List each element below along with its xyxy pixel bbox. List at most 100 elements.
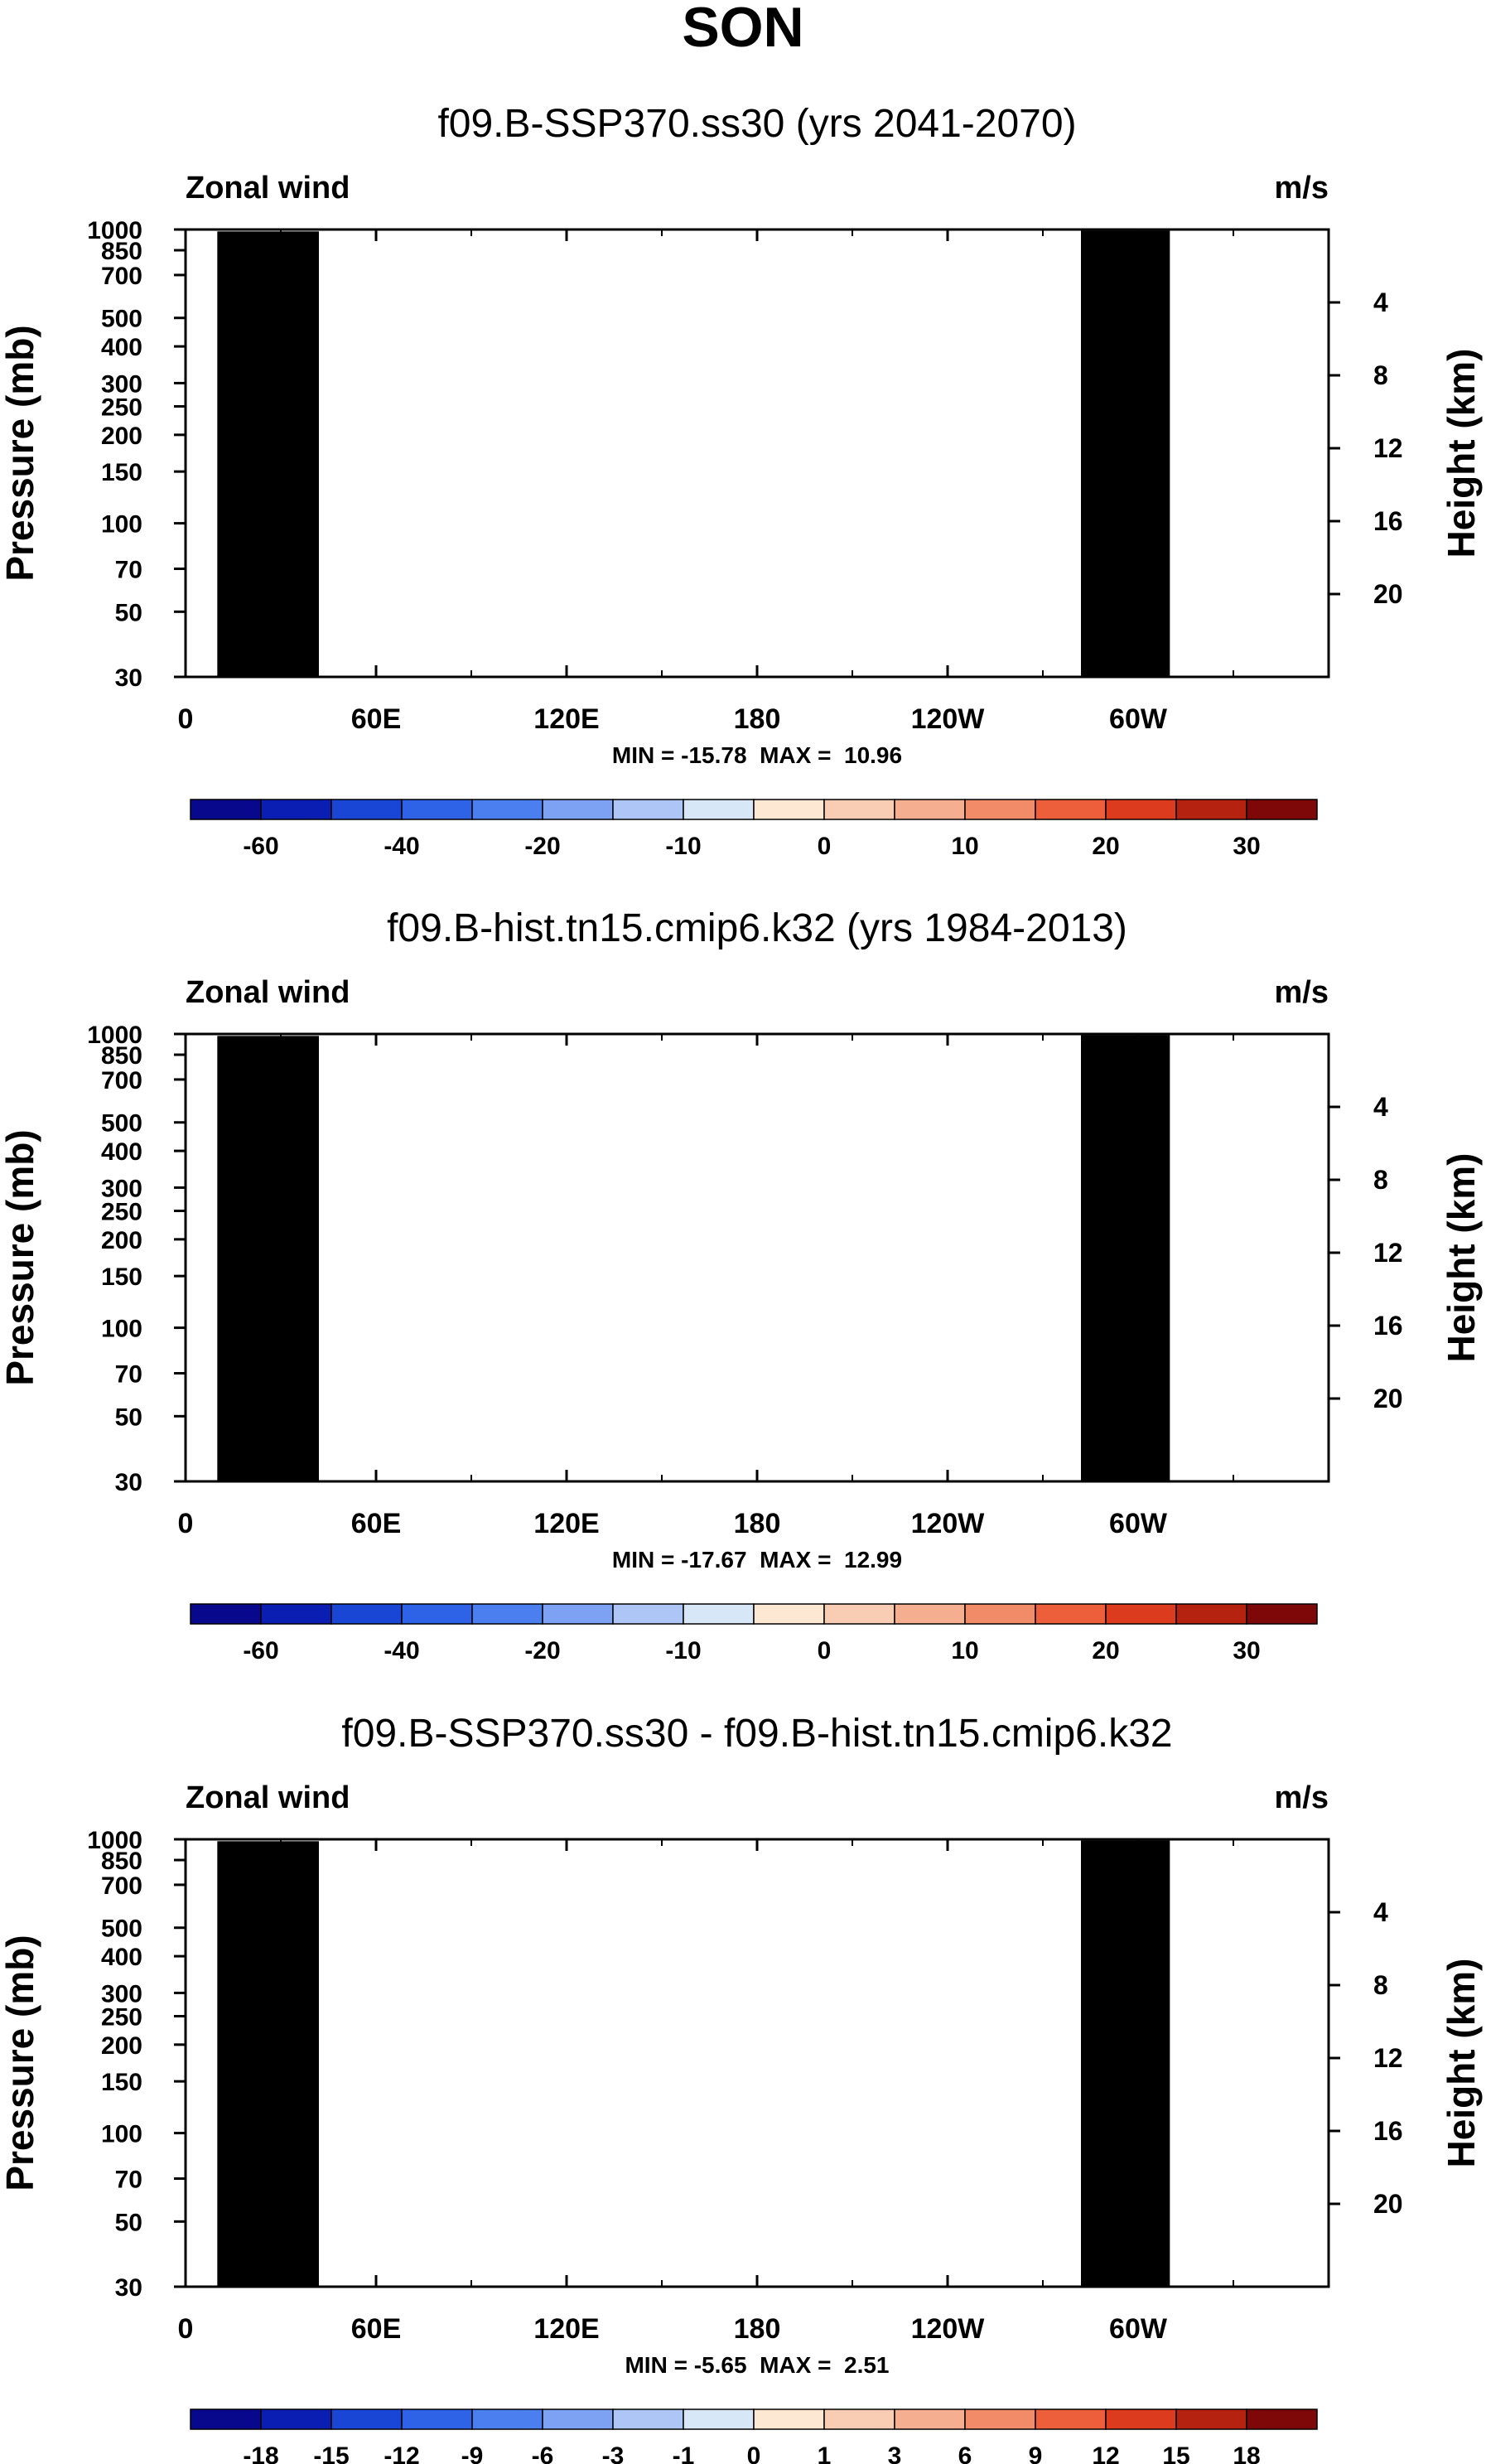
y-tick-label: 1000 xyxy=(87,1022,142,1049)
y-tick-label: 500 xyxy=(101,1916,142,1943)
y-axis-title: Pressure (mb) xyxy=(0,1129,41,1385)
colorbar-box xyxy=(471,1603,543,1625)
x-tick-label: 180 xyxy=(734,703,781,735)
colorbar-label: -40 xyxy=(384,1637,419,1664)
colorbar-box xyxy=(542,799,614,820)
x-tick-label: 60E xyxy=(351,1508,402,1539)
height-tick-label: 4 xyxy=(1373,287,1388,317)
x-tick-label: 120W xyxy=(911,1508,986,1539)
colorbar-box xyxy=(823,799,895,820)
x-tick-label: 120W xyxy=(911,703,986,735)
colorbar-box xyxy=(1035,799,1107,820)
y-tick-label: 400 xyxy=(101,334,142,361)
y-axis-title: Pressure (mb) xyxy=(0,1935,41,2191)
colorbar-box xyxy=(964,1603,1036,1625)
colorbar-label: 0 xyxy=(818,833,832,860)
x-tick-label: 60W xyxy=(1109,2313,1168,2345)
colorbar-label: -15 xyxy=(313,2442,349,2464)
y-tick-label: 70 xyxy=(115,2167,142,2194)
y-tick-label: 300 xyxy=(101,1175,142,1202)
y-tick-label: 700 xyxy=(101,1872,142,1900)
colorbar-label: 12 xyxy=(1092,2442,1119,2464)
colorbar-box xyxy=(612,1603,684,1625)
y-tick-label: 400 xyxy=(101,1138,142,1166)
y-tick-label: 300 xyxy=(101,370,142,398)
colorbar-box xyxy=(753,1603,825,1625)
colorbar-box xyxy=(471,2408,543,2430)
height-tick-label: 8 xyxy=(1373,1165,1388,1195)
y-tick-label: 30 xyxy=(115,664,142,692)
colorbar-label: -20 xyxy=(524,1637,560,1664)
height-tick-label: 4 xyxy=(1373,1092,1388,1122)
colorbar-label: -6 xyxy=(532,2442,554,2464)
height-tick-label: 16 xyxy=(1373,2116,1403,2146)
y-axis-title: Pressure (mb) xyxy=(0,325,41,581)
colorbar-label: -10 xyxy=(665,1637,701,1664)
figure-title: SON xyxy=(682,0,803,59)
colorbar-box xyxy=(1035,1603,1107,1625)
x-tick-label: 120W xyxy=(911,2313,986,2345)
colorbar-box xyxy=(260,1603,332,1625)
panel-title: f09.B-SSP370.ss30 - f09.B-hist.tn15.cmip… xyxy=(341,1712,1172,1756)
min-max-stats: MIN = -17.67 MAX = 12.99 xyxy=(612,1547,902,1573)
y-tick-label: 150 xyxy=(101,459,142,486)
colorbar-box xyxy=(683,1603,755,1625)
colorbar-box xyxy=(401,799,473,820)
x-tick-label: 60W xyxy=(1109,703,1168,735)
colorbar: -60 -40 -20 -10 0 10 20 30 xyxy=(190,1603,1318,1664)
terrain xyxy=(1081,1840,1170,2287)
colorbar-label: 0 xyxy=(818,1637,832,1664)
x-tick-label: 180 xyxy=(734,2313,781,2345)
y-tick-label: 50 xyxy=(115,2209,142,2236)
colorbar-label: 3 xyxy=(888,2442,902,2464)
y-tick-label: 850 xyxy=(101,1848,142,1875)
x-tick-label: 120E xyxy=(533,2313,599,2345)
terrain xyxy=(1081,1035,1170,1481)
colorbar-box xyxy=(1246,799,1318,820)
colorbar-label: -1 xyxy=(673,2442,695,2464)
colorbar-box xyxy=(1246,2408,1318,2430)
y-tick-label: 700 xyxy=(101,263,142,290)
panel-title: f09.B-SSP370.ss30 (yrs 2041-2070) xyxy=(437,102,1076,146)
height-tick-label: 12 xyxy=(1373,2043,1403,2073)
y-tick-label: 500 xyxy=(101,306,142,333)
panel-p3: f09.B-SSP370.ss30 - f09.B-hist.tn15.cmip… xyxy=(0,1712,1483,2464)
colorbar-label: -3 xyxy=(602,2442,625,2464)
y-tick-label: 200 xyxy=(101,423,142,450)
y-tick-label: 250 xyxy=(101,394,142,421)
colorbar-box xyxy=(1175,799,1247,820)
y-tick-label: 30 xyxy=(115,1469,142,1496)
colorbar-box xyxy=(1175,2408,1247,2430)
colorbar-label: -20 xyxy=(524,833,560,860)
colorbar-box xyxy=(753,2408,825,2430)
left-label: Zonal wind xyxy=(186,1780,350,1815)
colorbar-box xyxy=(330,1603,403,1625)
colorbar-box xyxy=(260,799,332,820)
height-tick-label: 8 xyxy=(1373,360,1388,390)
colorbar-label: -40 xyxy=(384,833,419,860)
colorbar-box xyxy=(542,2408,614,2430)
colorbar-label: 30 xyxy=(1233,833,1260,860)
colorbar-box xyxy=(683,799,755,820)
colorbar-box xyxy=(1246,1603,1318,1625)
colorbar-box xyxy=(542,1603,614,1625)
height-tick-label: 8 xyxy=(1373,1970,1388,2000)
contour-fills xyxy=(217,1840,1170,2287)
colorbar-box xyxy=(823,1603,895,1625)
colorbar: -18 -15 -12 -9 -6 -3 -1 0 1 3 6 9 12 15 18 xyxy=(190,2408,1318,2464)
colorbar-label: 1 xyxy=(818,2442,832,2464)
height-tick-label: 16 xyxy=(1373,506,1403,536)
colorbar-label: -60 xyxy=(243,1637,278,1664)
y-tick-label: 850 xyxy=(101,238,142,265)
y-tick-label: 700 xyxy=(101,1067,142,1094)
colorbar-box xyxy=(894,799,966,820)
colorbar-box xyxy=(894,1603,966,1625)
y-tick-label: 300 xyxy=(101,1980,142,2007)
y-tick-label: 200 xyxy=(101,1227,142,1254)
colorbar-label: 15 xyxy=(1162,2442,1189,2464)
height-tick-label: 12 xyxy=(1373,433,1403,463)
y-tick-label: 200 xyxy=(101,2032,142,2060)
colorbar-label: -10 xyxy=(665,833,701,860)
colorbar-box xyxy=(471,799,543,820)
colorbar-box xyxy=(1105,799,1177,820)
